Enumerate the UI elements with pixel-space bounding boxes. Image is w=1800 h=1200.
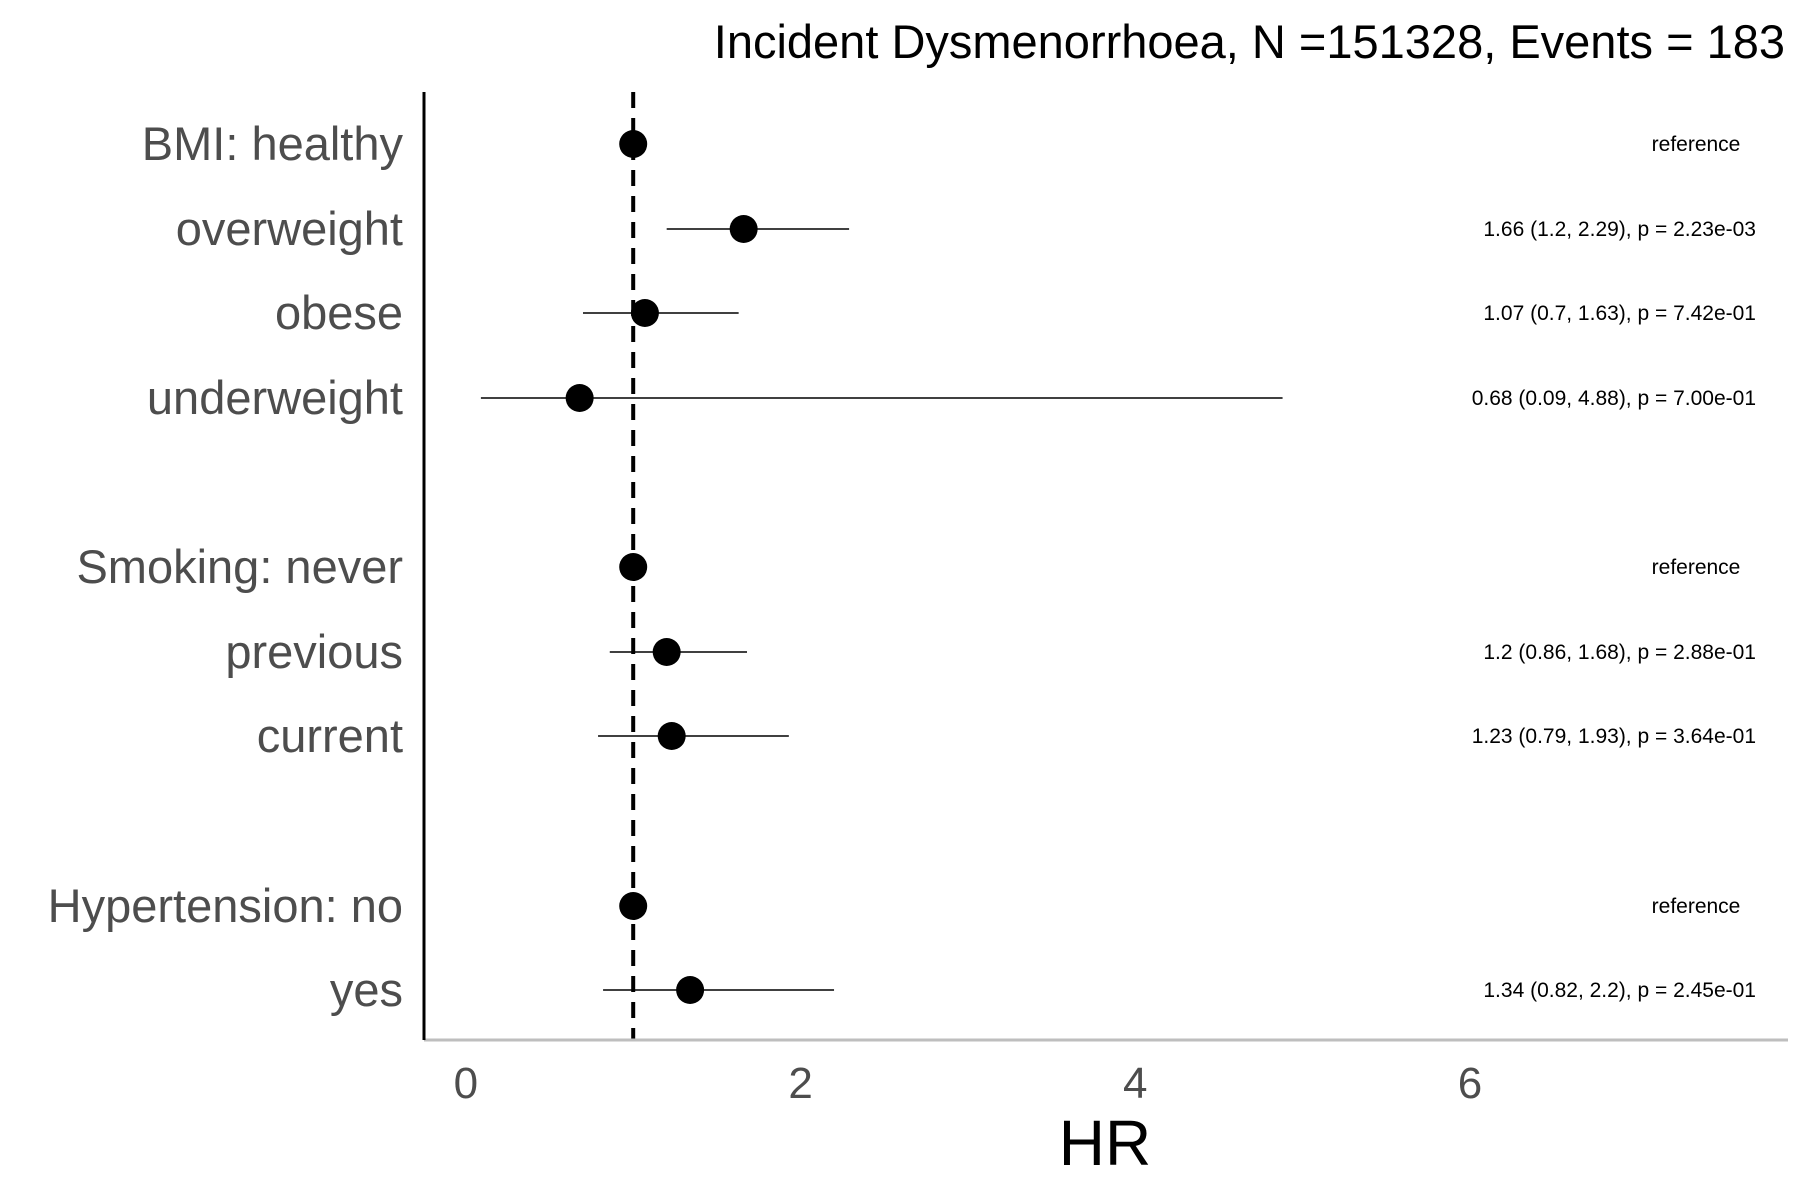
forest-row: current 1.23 (0.79, 1.93), p = 3.64e-01 xyxy=(257,709,1756,762)
row-annotation: reference xyxy=(1652,556,1741,579)
forest-row: previous 1.2 (0.86, 1.68), p = 2.88e-01 xyxy=(225,625,1756,678)
forest-row: underweight 0.68 (0.09, 4.88), p = 7.00e-… xyxy=(147,371,1756,424)
row-label: underweight xyxy=(147,371,403,424)
row-annotation: reference xyxy=(1652,895,1741,918)
hr-point xyxy=(652,638,681,666)
x-tick-label: 2 xyxy=(788,1059,812,1108)
row-annotation: 0.68 (0.09, 4.88), p = 7.00e-01 xyxy=(1472,387,1756,410)
forest-row: BMI: healthy reference xyxy=(142,117,1741,170)
x-tick-label: 4 xyxy=(1123,1059,1147,1108)
row-label: current xyxy=(257,709,403,762)
rows-layer: BMI: healthy reference overweight 1.66 (1.2… xyxy=(48,92,1756,1040)
forest-row: obese 1.07 (0.7, 1.63), p = 7.42e-01 xyxy=(275,286,1756,339)
row-annotation: 1.2 (0.86, 1.68), p = 2.88e-01 xyxy=(1483,641,1756,664)
row-annotation: reference xyxy=(1652,133,1741,156)
hr-point xyxy=(676,976,705,1004)
forest-row: Hypertension: no reference xyxy=(48,879,1741,932)
hr-point xyxy=(729,215,758,243)
x-tick-label: 6 xyxy=(1458,1059,1482,1108)
forest-row: Smoking: never reference xyxy=(76,540,1740,593)
row-annotation: 1.23 (0.79, 1.93), p = 3.64e-01 xyxy=(1472,725,1756,748)
row-annotation: 1.34 (0.82, 2.2), p = 2.45e-01 xyxy=(1483,979,1756,1002)
row-label: overweight xyxy=(176,202,403,255)
row-label: Smoking: never xyxy=(76,540,403,593)
forest-row: overweight 1.66 (1.2, 2.29), p = 2.23e-03 xyxy=(176,202,1756,255)
hr-point xyxy=(657,722,686,750)
x-axis-title: HR xyxy=(1059,1107,1151,1179)
row-label: BMI: healthy xyxy=(142,117,404,170)
forest-row: yes 1.34 (0.82, 2.2), p = 2.45e-01 xyxy=(330,963,1756,1016)
row-label: obese xyxy=(275,286,403,339)
row-annotation: 1.07 (0.7, 1.63), p = 7.42e-01 xyxy=(1483,302,1756,325)
row-annotation: 1.66 (1.2, 2.29), p = 2.23e-03 xyxy=(1483,218,1756,241)
hr-point xyxy=(630,299,659,327)
hr-point xyxy=(565,384,594,412)
x-axis: 0 2 4 6 xyxy=(422,92,1788,1108)
row-label: previous xyxy=(225,625,403,678)
chart-title: Incident Dysmenorrhoea, N =151328, Event… xyxy=(714,15,1785,68)
row-label: yes xyxy=(330,963,403,1016)
row-label: Hypertension: no xyxy=(48,879,403,932)
x-tick-label: 0 xyxy=(454,1059,478,1108)
